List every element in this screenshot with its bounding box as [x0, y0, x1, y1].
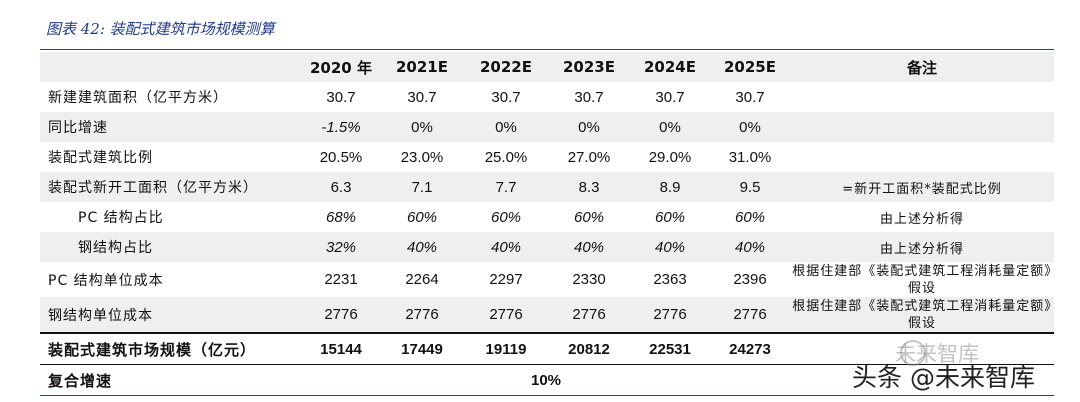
table-row: 钢结构单位成本 2776 2776 2776 2776 2776 2776 根据… [40, 297, 1054, 333]
cell-value: 60% [490, 208, 522, 226]
cell-value: 30.7 [735, 88, 765, 106]
cell-value: 60% [573, 208, 605, 226]
cell-value: 30.7 [326, 88, 356, 106]
cell-value: 8.3 [548, 172, 630, 202]
cell-value: 20.5% [319, 148, 363, 166]
total-value: 19119 [485, 340, 527, 358]
cell-value: 30.7 [655, 88, 685, 106]
cell-value: 23.0% [400, 148, 444, 166]
total-label: 装配式建筑市场规模（亿元） [48, 340, 257, 359]
watermark-ghost: 未来智库 [895, 342, 979, 366]
table-row: PC 结构占比 68% 60% 60% 60% 60% 60% 由上述分析得 [40, 202, 1054, 232]
table-row: 钢结构占比 32% 40% 40% 40% 40% 40% 由上述分析得 [40, 232, 1054, 262]
row-label: PC 结构单位成本 [48, 272, 164, 289]
cell-value: 29.0% [648, 148, 692, 166]
cell-value: 2776 [630, 297, 710, 333]
cell-value: 30.7 [491, 88, 521, 106]
cell-value: 2363 [653, 271, 687, 288]
cell-value: 32% [302, 232, 380, 262]
row-label: 装配式新开工面积（亿平方米） [40, 172, 302, 202]
cell-value: 27.0% [567, 148, 611, 166]
header-row: 2020 年 2021E 2022E 2023E 2024E 2025E 备注 [40, 52, 1054, 82]
cell-value: 40% [548, 232, 630, 262]
row-label: PC 结构占比 [78, 210, 164, 226]
cell-note [790, 82, 1054, 112]
cagr-value: 10% [530, 371, 562, 389]
cagr-row: 复合增速 10% [40, 365, 1054, 396]
cell-value: 60% [654, 208, 686, 226]
cell-value: 2231 [324, 271, 358, 288]
row-label: 钢结构单位成本 [40, 297, 302, 333]
cell-note: =新开工面积*装配式比例 [790, 172, 1054, 202]
cell-value: 2776 [302, 297, 380, 333]
cell-value: 31.0% [728, 148, 772, 166]
title-rule [40, 49, 1054, 50]
cell-value: 6.3 [302, 172, 380, 202]
row-label: 钢结构占比 [40, 232, 302, 262]
cell-value: 2776 [380, 297, 464, 333]
table-row: 新建建筑面积（亿平方米） 30.7 30.7 30.7 30.7 30.7 30… [40, 82, 1054, 112]
table-row: 同比增速 -1.5% 0% 0% 0% 0% 0% [40, 112, 1054, 142]
row-label: 装配式建筑比例 [48, 150, 153, 166]
header-cell-note: 备注 [790, 52, 1054, 82]
cell-value: 2297 [489, 271, 523, 288]
cell-value: 40% [710, 232, 790, 262]
header-cell-2023e: 2023E [548, 52, 630, 82]
cell-value: 0% [380, 112, 464, 142]
cell-value: 30.7 [407, 88, 437, 106]
cell-value: 2396 [733, 271, 767, 288]
cell-note: 根据住建部《装配式建筑工程消耗量定额》假设 [792, 263, 1052, 296]
cell-note: 由上述分析得 [790, 232, 1054, 262]
header-cell-2022e: 2022E [464, 52, 548, 82]
header-cell-2025e: 2025E [710, 52, 790, 82]
total-value: 20812 [568, 340, 610, 358]
cell-value: 25.0% [484, 148, 528, 166]
cell-value: 2264 [405, 271, 439, 288]
cell-value: 2776 [548, 297, 630, 333]
figure-title: 图表 42: 装配式建筑市场规模测算 [46, 20, 275, 38]
row-label: 同比增速 [40, 112, 302, 142]
total-value: 17449 [401, 340, 443, 358]
cell-value: 0% [710, 112, 790, 142]
cell-note [790, 142, 1054, 172]
cell-note: 由上述分析得 [879, 211, 964, 227]
watermark-text: 头条 @未来智库 [852, 363, 1035, 392]
header-cell-2024e: 2024E [630, 52, 710, 82]
cell-value: 7.7 [464, 172, 548, 202]
cell-value: 7.1 [380, 172, 464, 202]
cell-value: -1.5% [302, 112, 380, 142]
table-row: 装配式建筑比例 20.5% 23.0% 25.0% 27.0% 29.0% 31… [40, 142, 1054, 172]
cell-value: 8.9 [630, 172, 710, 202]
cell-value: 0% [548, 112, 630, 142]
header-cell-2021e: 2021E [380, 52, 464, 82]
header-cell-blank [40, 52, 302, 82]
watermark-logo-icon [900, 340, 926, 366]
table-row: PC 结构单位成本 2231 2264 2297 2330 2363 2396 … [40, 262, 1054, 297]
market-size-table: 2020 年 2021E 2022E 2023E 2024E 2025E 备注 … [40, 52, 1054, 396]
cell-value: 9.5 [710, 172, 790, 202]
cell-value: 40% [630, 232, 710, 262]
header-cell-2020: 2020 年 [302, 52, 380, 82]
cell-value: 0% [630, 112, 710, 142]
cell-value: 30.7 [574, 88, 604, 106]
cell-note [790, 112, 1054, 142]
cell-value: 40% [464, 232, 548, 262]
cell-value: 0% [464, 112, 548, 142]
cell-value: 60% [734, 208, 766, 226]
cell-value: 40% [380, 232, 464, 262]
total-row: 装配式建筑市场规模（亿元） 15144 17449 19119 20812 22… [40, 333, 1054, 365]
cell-value: 2776 [710, 297, 790, 333]
row-label: 新建建筑面积（亿平方米） [48, 90, 228, 106]
table-row: 装配式新开工面积（亿平方米） 6.3 7.1 7.7 8.3 8.9 9.5 =… [40, 172, 1054, 202]
cell-note: 根据住建部《装配式建筑工程消耗量定额》假设 [790, 297, 1054, 333]
cagr-label: 复合增速 [48, 371, 113, 390]
cell-value: 2776 [464, 297, 548, 333]
total-value: 24273 [729, 340, 771, 358]
cell-value: 2330 [572, 271, 606, 288]
cell-value: 68% [325, 208, 357, 226]
total-value: 15144 [320, 340, 362, 358]
cell-value: 60% [406, 208, 438, 226]
total-value: 22531 [649, 340, 691, 358]
